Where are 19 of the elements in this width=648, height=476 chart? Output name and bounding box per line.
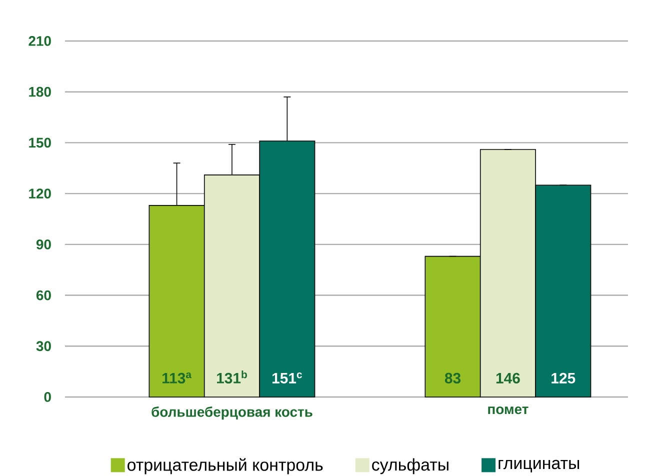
y-tick-label: 30 bbox=[36, 341, 51, 351]
x-tick-label: большеберцовая кость bbox=[152, 406, 312, 420]
data-label: 83 bbox=[444, 372, 461, 384]
legend-label: сульфаты bbox=[372, 458, 448, 474]
y-tick-label: 60 bbox=[36, 290, 51, 300]
legend-label: отрицательный контроль bbox=[128, 458, 323, 474]
data-label: 125 bbox=[552, 372, 576, 384]
data-label: 151$^{c}$ bbox=[272, 372, 302, 384]
y-tick-label: 0 bbox=[44, 392, 51, 402]
y-tick-label: 180 bbox=[29, 86, 51, 97]
y-tick-label: 90 bbox=[36, 239, 51, 250]
y-tick-label: 120 bbox=[29, 188, 51, 198]
y-tick-label: 210 bbox=[28, 36, 51, 46]
data-label: 113$^{a}$ bbox=[162, 372, 192, 384]
x-tick-label: помет bbox=[488, 406, 528, 414]
legend-label: глицинаты bbox=[498, 460, 580, 472]
y-tick-label: 150 bbox=[29, 138, 51, 148]
data-label: 131$^{b}$ bbox=[217, 370, 247, 384]
data-label: 146 bbox=[496, 372, 520, 384]
